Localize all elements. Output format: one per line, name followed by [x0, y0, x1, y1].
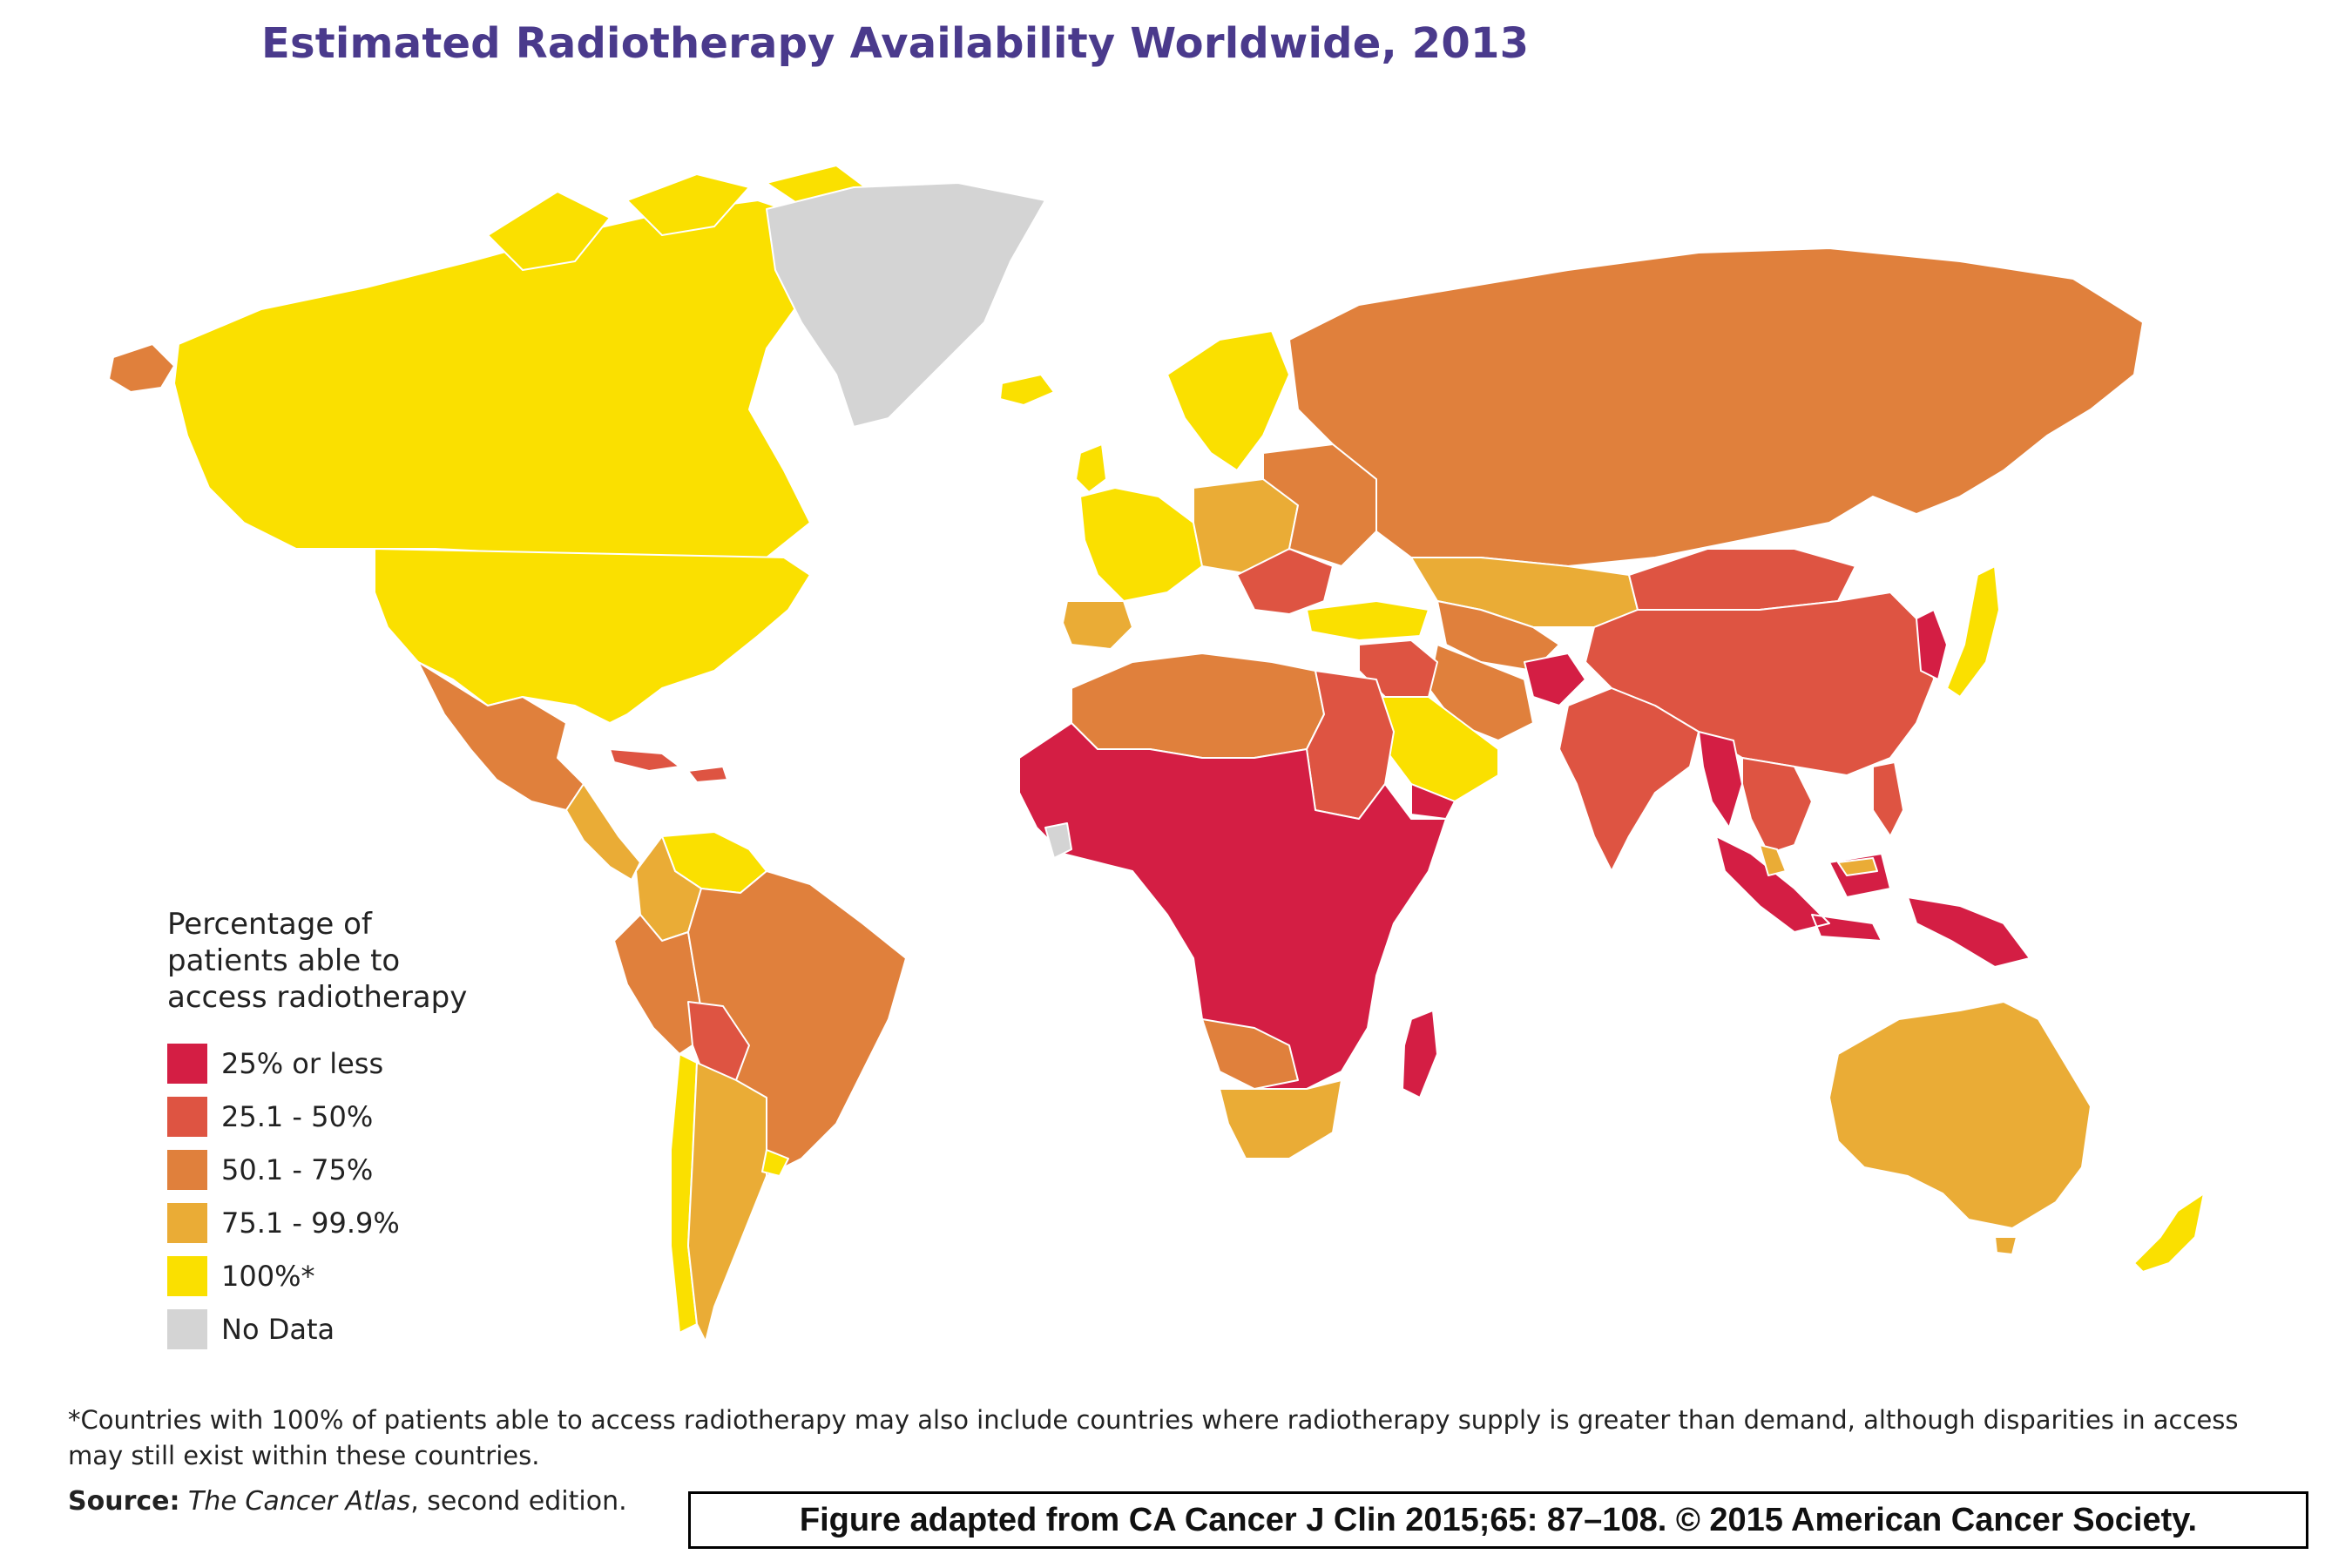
legend-item: No Data	[167, 1302, 533, 1355]
region-usa	[374, 548, 811, 724]
legend-swatch	[167, 1096, 207, 1137]
region-scandinavia	[1166, 330, 1290, 471]
world-choropleth-map	[108, 165, 2205, 1342]
footnote: *Countries with 100% of patients able to…	[68, 1405, 2239, 1470]
region-afghanistan	[1524, 652, 1586, 706]
source-line: Source: The Cancer Atlas, second edition…	[68, 1486, 627, 1517]
legend-item: 100%*	[167, 1249, 533, 1302]
region-west-africa-nodata	[1044, 822, 1072, 859]
credit-box: Figure adapted from CA Cancer J Clin 201…	[688, 1491, 2308, 1549]
legend-item: 25.1 - 50%	[167, 1090, 533, 1143]
region-greenland	[766, 182, 1046, 428]
map-title: Estimated Radiotherapy Availability Worl…	[261, 19, 1530, 68]
legend-swatch	[167, 1255, 207, 1296]
region-tasmania	[1994, 1236, 2017, 1255]
region-korea	[1916, 609, 1948, 680]
region-russia	[1288, 247, 2144, 567]
region-japan	[1946, 565, 2000, 698]
source-edition: , second edition.	[410, 1486, 627, 1517]
legend-title: Percentage of patients able to access ra…	[167, 907, 468, 1015]
region-canada	[173, 199, 837, 558]
region-turkey	[1306, 600, 1429, 641]
legend-swatch	[167, 1308, 207, 1349]
region-philippines	[1872, 761, 1904, 837]
region-iberia	[1062, 600, 1133, 650]
region-mongolia	[1628, 548, 1856, 611]
region-argentina	[687, 1062, 767, 1342]
legend-swatch	[167, 1202, 207, 1243]
legend-label: 75.1 - 99.9%	[221, 1206, 400, 1240]
legend-label: 25% or less	[221, 1046, 384, 1080]
region-indochina	[1741, 757, 1813, 855]
region-australia	[1828, 1001, 2092, 1229]
map-legend: Percentage of patients able to access ra…	[167, 906, 533, 1355]
region-balkans	[1236, 548, 1334, 615]
region-alaska	[108, 343, 175, 393]
region-southern-africa	[1201, 1018, 1299, 1090]
region-madagascar	[1402, 1010, 1438, 1098]
legend-label: No Data	[221, 1312, 335, 1346]
region-myanmar	[1698, 731, 1743, 828]
region-south-africa	[1219, 1079, 1342, 1159]
region-central-america	[565, 783, 641, 881]
legend-swatch	[167, 1149, 207, 1190]
region-western-europe	[1079, 487, 1203, 602]
legend-label: 25.1 - 50%	[221, 1099, 374, 1133]
region-indonesia	[1715, 835, 2031, 968]
region-uruguay	[761, 1149, 789, 1177]
legend-label: 100%*	[221, 1259, 315, 1293]
legend-item: 25% or less	[167, 1037, 533, 1090]
legend-label: 50.1 - 75%	[221, 1152, 374, 1186]
legend-item: 50.1 - 75%	[167, 1143, 533, 1196]
region-new-zealand	[2133, 1193, 2205, 1273]
legend-swatch	[167, 1043, 207, 1084]
legend-item: 75.1 - 99.9%	[167, 1196, 533, 1249]
region-caribbean	[609, 748, 728, 783]
region-north-africa	[1071, 652, 1325, 759]
region-india	[1558, 687, 1700, 872]
region-arabia	[1367, 696, 1499, 802]
region-sub-saharan-africa	[1018, 722, 1447, 1090]
region-malaysia	[1759, 844, 1878, 876]
source-label: Source:	[68, 1486, 180, 1517]
region-iceland	[999, 374, 1055, 406]
region-uk	[1075, 443, 1107, 493]
source-publication: The Cancer Atlas	[188, 1486, 411, 1517]
